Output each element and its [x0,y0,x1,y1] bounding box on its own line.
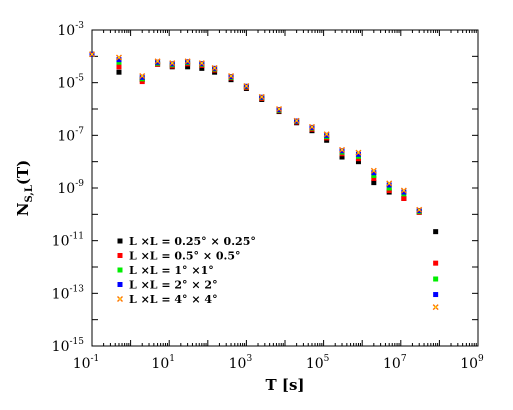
tick-labels: 10-1 101 103 105 107 109 10-3 10-5 10-7 10-9 10-11… [52,21,484,372]
legend-marker [117,238,123,244]
data-point [371,180,377,186]
y-tick-label: 10-3 [57,21,84,39]
x-tick-label: 105 [306,354,330,372]
data-point [154,58,161,65]
data-point [276,106,283,112]
x-axis-label: T [s] [265,376,304,394]
data-point [139,74,145,80]
y-tick-label: 10-7 [57,126,84,144]
legend-label: L ×L = 0.5° × 0.5° [129,250,241,263]
data-point [308,123,315,130]
x-tick-label: 10-1 [73,354,100,372]
data-point [115,54,122,61]
data-point [433,276,439,282]
data-point [258,93,265,100]
data-point [401,195,407,201]
data-point [433,292,439,298]
legend-marker [117,253,123,258]
data-point [371,175,377,181]
data-point [386,188,392,194]
legend-label: L ×L = 2° × 2° [129,279,218,292]
y-tick-label: 10-13 [52,284,85,302]
legend-marker [117,282,123,287]
data-point [339,154,345,160]
ticks [91,29,479,347]
legend-marker [117,296,123,302]
data-point [199,65,205,71]
data-point [386,182,392,188]
data-point [324,132,330,138]
data-point [211,65,218,72]
y-axis-label-sub: S,L [24,185,35,202]
data-point [355,149,362,156]
x-tick-label: 101 [151,354,175,372]
data-point [116,59,122,65]
y-axis-label-tail: (T) [14,160,32,185]
y-tick-label: 10-11 [52,232,84,250]
x-tick-label: 103 [229,354,253,372]
data-point [370,167,377,174]
data-point [293,117,300,124]
legend-label: L ×L = 0.25° × 0.25° [129,235,256,248]
data-point [339,146,346,153]
data-point [355,159,361,165]
data-point [198,60,205,67]
data-point [139,79,145,85]
data-point [433,260,439,266]
data-point [185,64,191,70]
y-axis-label: NS,L(T) [14,160,35,216]
data-point [184,58,191,65]
x-tick-label: 109 [460,354,484,372]
data-point [432,304,439,311]
data-point [139,72,146,79]
data-point [243,82,250,89]
y-tick-label: 10-9 [57,179,84,197]
data-point [416,206,423,213]
y-tick-label: 10-15 [52,337,85,355]
legend-marker [117,267,123,273]
data-point [433,229,439,235]
data-point [386,185,392,191]
data-point [169,60,176,67]
y-axis-label-main: N [14,202,32,216]
data-point [386,180,393,187]
data-point [371,172,377,178]
data-point [116,69,122,75]
legend: L ×L = 0.25° × 0.25°L ×L = 0.5° × 0.5°L … [117,235,256,306]
legend-label: L ×L = 1° ×1° [129,264,214,277]
data-point [228,72,235,79]
data-points [89,51,439,311]
data-point [116,57,122,63]
data-point [400,187,407,194]
data-point [355,151,361,157]
x-tick-label: 107 [383,354,407,372]
data-point [89,51,95,58]
data-point [323,131,330,138]
legend-label: L ×L = 4° × 4° [129,293,218,306]
data-point [116,64,122,70]
y-tick-label: 10-5 [57,74,84,92]
data-point [401,189,407,195]
data-point [371,170,377,176]
